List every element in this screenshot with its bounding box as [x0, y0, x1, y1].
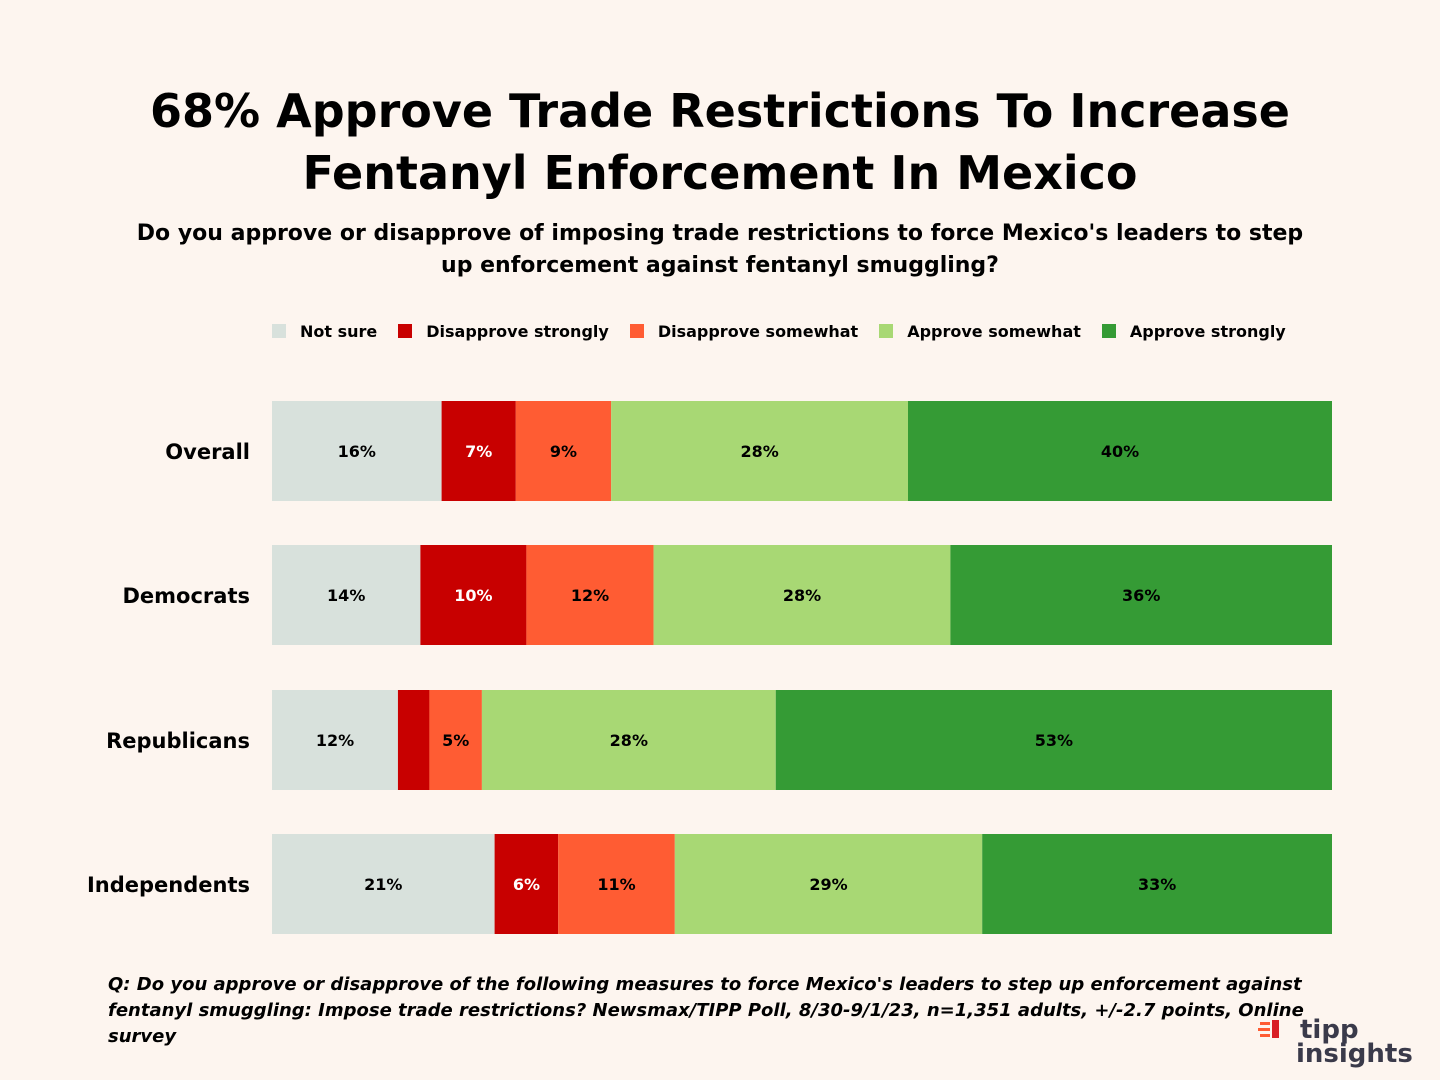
legend-swatch [398, 324, 413, 338]
bar-segment-independents-approve-strongly [982, 834, 1332, 934]
bar-segment-independents-disapprove-somewhat [558, 834, 675, 934]
data-label: 6% [513, 875, 540, 894]
bar-segment-democrats-approve-somewhat [653, 545, 951, 645]
data-label: 12% [571, 586, 609, 605]
bar-segment-overall-disapprove-strongly [441, 401, 516, 501]
bar-segment-democrats-disapprove-somewhat [526, 545, 654, 645]
survey-footnote: Q: Do you approve or disapprove of the f… [108, 974, 1304, 1047]
logo-text-insights: insights [1296, 1039, 1413, 1068]
legend-label: Disapprove somewhat [657, 321, 859, 341]
chart-legend: Not sure Disapprove strongly Disapprove so… [272, 318, 1332, 344]
category-label-democrats: Democrats [123, 584, 251, 608]
legend-item-disapprove-strongly: Disapprove strongly [398, 322, 609, 341]
bar-segment-independents-disapprove-strongly [494, 834, 559, 934]
legend-label: Not sure [300, 321, 378, 341]
legend-swatch [1101, 324, 1116, 338]
bar-segment-overall-approve-somewhat [611, 401, 908, 501]
bar-segment-republicans-approve-somewhat [481, 690, 776, 790]
chart-title-line-2: Fentanyl Enforcement In Mexico [302, 146, 1138, 200]
data-label: 21% [364, 875, 402, 894]
logo-mark-icon [1258, 1020, 1279, 1038]
data-label: 36% [1122, 586, 1160, 605]
legend-label: Disapprove strongly [426, 321, 609, 341]
data-label: 28% [740, 442, 778, 461]
bar-segment-overall-approve-strongly [908, 401, 1332, 501]
logo-text-tipp: tipp [1300, 1015, 1359, 1045]
bar-segment-democrats-not-sure [272, 545, 421, 645]
legend-label: Approve somewhat [907, 321, 1081, 341]
data-label: 12% [316, 731, 354, 750]
legend-label: Approve strongly [1129, 321, 1286, 341]
category-label-republicans: Republicans [106, 729, 250, 753]
data-label: 9% [550, 442, 577, 461]
bar-segment-overall-disapprove-somewhat [515, 401, 612, 501]
bar-segment-republicans-disapprove-strongly [397, 690, 430, 790]
tipp-insights-logo: tipp insights [1258, 1015, 1413, 1068]
data-label: 7% [465, 442, 492, 461]
data-label: 40% [1101, 442, 1139, 461]
data-label: 53% [1035, 731, 1073, 750]
category-label-independents: Independents [87, 873, 250, 897]
bar-segment-republicans-not-sure [272, 690, 398, 790]
data-label: 10% [454, 586, 492, 605]
bar-segment-democrats-approve-strongly [950, 545, 1332, 645]
legend-swatch [629, 324, 644, 338]
legend-item-disapprove-somewhat: Disapprove somewhat [629, 321, 859, 341]
data-label: 16% [338, 442, 376, 461]
bar-segment-democrats-disapprove-strongly [420, 545, 527, 645]
bar-segment-overall-not-sure [272, 401, 442, 501]
bar-segment-independents-not-sure [272, 834, 495, 934]
data-label: 5% [442, 731, 469, 750]
chart-subtitle: Do you approve or disapprove of imposing… [136, 221, 1304, 278]
bar-segment-republicans-disapprove-somewhat [429, 690, 482, 790]
data-label: 11% [597, 875, 635, 894]
data-label: 28% [783, 586, 821, 605]
legend-item-approve-somewhat: Approve somewhat [879, 322, 1081, 341]
data-label: 33% [1138, 875, 1176, 894]
category-label-overall: Overall [165, 440, 250, 464]
legend-swatch [272, 324, 286, 338]
chart-title: 68% Approve Trade Restrictions To Increa… [0, 80, 1440, 204]
data-label: 14% [327, 586, 365, 605]
legend-swatch [879, 324, 894, 338]
stacked-bar-chart: Overall 16% 7% 9% 28% 40% Democrats 14% 10% 12% 28… [87, 401, 1332, 934]
legend-item-not-sure: Not sure [272, 322, 377, 341]
data-label: 28% [610, 731, 648, 750]
chart-title-line-1: 68% Approve Trade Restrictions To Increa… [150, 84, 1290, 138]
bar-segment-independents-approve-somewhat [674, 834, 983, 934]
bar-segment-republicans-approve-strongly [775, 690, 1332, 790]
legend-item-approve-strongly: Approve strongly [1101, 321, 1286, 341]
data-label: 29% [809, 875, 847, 894]
